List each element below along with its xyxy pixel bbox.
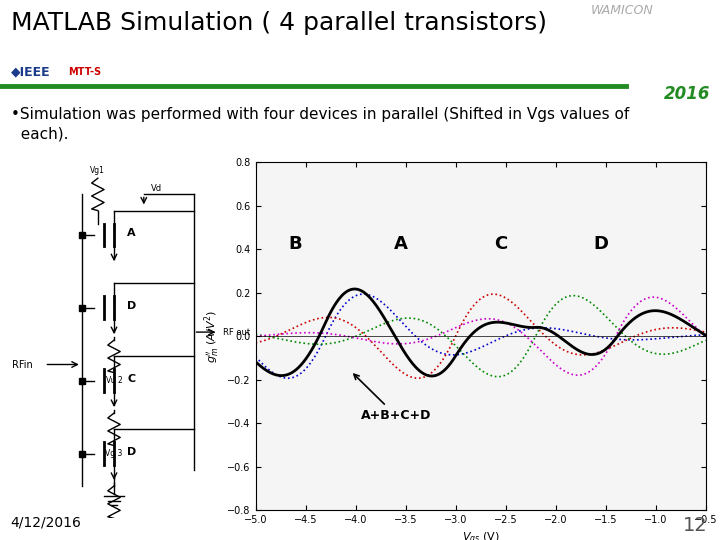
D: [603, 348, 611, 355]
Text: WAMICON: WAMICON: [590, 3, 653, 17]
C: [569, 292, 577, 299]
A+B+C+D: [451, 354, 459, 361]
A+B+C+D: [603, 345, 612, 351]
D: [297, 329, 306, 336]
Text: D: D: [593, 235, 608, 253]
Text: C: C: [494, 235, 507, 253]
A+B+C+D: [351, 286, 359, 292]
Text: RFin: RFin: [12, 360, 33, 369]
D: [574, 372, 582, 379]
Text: MATLAB Simulation ( 4 parallel transistors): MATLAB Simulation ( 4 parallel transisto…: [11, 10, 546, 35]
Y-axis label: $g_m''$ $(A/V^2)$: $g_m''$ $(A/V^2)$: [202, 309, 222, 363]
A+B+C+D: [561, 338, 570, 345]
C: [251, 331, 260, 338]
B: [701, 332, 710, 338]
B: [251, 354, 260, 360]
D: [449, 325, 458, 332]
X-axis label: $V_{gs}$ (V): $V_{gs}$ (V): [462, 531, 500, 540]
D: [611, 334, 619, 340]
C: [433, 326, 442, 333]
Text: Vu 2: Vu 2: [106, 376, 122, 385]
A: [701, 329, 710, 335]
D: [649, 294, 657, 300]
Text: MTT-S: MTT-S: [68, 66, 102, 77]
A: [450, 336, 459, 342]
B: [561, 327, 570, 333]
C: [561, 294, 570, 301]
A: [603, 346, 612, 352]
Text: RF out: RF out: [223, 328, 251, 336]
Text: A: A: [394, 235, 408, 253]
Text: C: C: [127, 374, 135, 384]
Text: B: B: [289, 235, 302, 253]
B: [611, 336, 620, 342]
Text: 12: 12: [683, 516, 707, 535]
Text: Vd: Vd: [151, 184, 163, 193]
B: [297, 369, 306, 376]
A: [561, 348, 570, 354]
C: [611, 323, 620, 330]
A+B+C+D: [428, 373, 436, 379]
C: [603, 315, 612, 321]
B: [451, 352, 459, 358]
Text: Vg 3: Vg 3: [105, 449, 122, 458]
Text: •Simulation was performed with four devices in parallel (Shifted in Vgs values o: •Simulation was performed with four devi…: [11, 107, 629, 141]
B: [434, 349, 443, 355]
A+B+C+D: [297, 361, 306, 368]
A: [433, 363, 442, 369]
Line: D: D: [256, 297, 706, 375]
D: [560, 368, 569, 374]
Text: A: A: [127, 228, 135, 238]
C: [494, 374, 503, 380]
C: [297, 340, 306, 346]
Text: Vg1: Vg1: [91, 166, 105, 175]
B: [359, 291, 368, 298]
Line: A+B+C+D: A+B+C+D: [256, 289, 706, 376]
D: [251, 333, 260, 340]
A: [297, 321, 306, 328]
A: [413, 375, 422, 381]
B: [603, 335, 612, 341]
A+B+C+D: [434, 371, 443, 377]
Line: A: A: [256, 294, 706, 378]
A+B+C+D: [701, 332, 710, 339]
A+B+C+D: [251, 359, 260, 365]
A: [611, 342, 620, 348]
Text: ◆IEEE: ◆IEEE: [11, 65, 50, 78]
A: [251, 340, 260, 346]
D: [433, 332, 442, 339]
Text: D: D: [127, 447, 136, 457]
B: [284, 375, 292, 381]
C: [449, 341, 458, 347]
A+B+C+D: [611, 335, 620, 342]
Line: B: B: [256, 294, 706, 378]
Text: 4/12/2016: 4/12/2016: [11, 515, 81, 529]
Text: 2016: 2016: [665, 85, 711, 103]
Text: D: D: [127, 301, 136, 311]
A: [489, 291, 498, 298]
C: [701, 337, 710, 343]
D: [701, 333, 710, 340]
Text: A+B+C+D: A+B+C+D: [354, 374, 431, 422]
Line: C: C: [256, 295, 706, 377]
